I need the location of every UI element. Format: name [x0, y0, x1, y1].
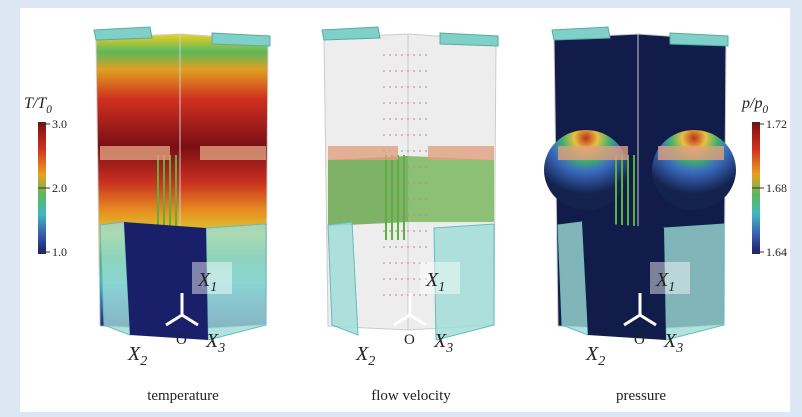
colorbar-tick-label: 1.68	[766, 181, 787, 195]
colorbar-tick-label: 3.0	[52, 117, 67, 131]
origin-label: O	[634, 332, 645, 348]
heater-band	[658, 146, 724, 160]
label-box	[420, 262, 460, 294]
axis-label-x3-main: X	[433, 330, 447, 352]
heater-band	[100, 146, 170, 160]
panel-caption: flow velocity	[371, 388, 451, 404]
axis-label-x1-sub: 1	[668, 280, 675, 295]
origin-label: O	[176, 332, 187, 348]
heater-band	[558, 146, 628, 160]
axis-label-x2-sub: 2	[598, 354, 605, 369]
colorbar-title: p/p0	[741, 95, 768, 116]
colorbar-tick-label: 1.64	[766, 245, 787, 259]
axis-label-x1: X1	[655, 269, 675, 295]
colorbar-title-sub: 0	[46, 104, 52, 116]
panel-caption: pressure	[616, 388, 666, 404]
axis-label-x2-sub: 2	[368, 354, 375, 369]
colorbar-title-main: p/p	[741, 95, 762, 112]
lower-block	[433, 223, 495, 341]
heater-band	[328, 146, 398, 160]
axis-arrow	[393, 313, 411, 327]
axis-label-x1: X1	[197, 269, 217, 295]
axis-label-x3-sub: 3	[445, 341, 453, 356]
axis-arrow	[639, 313, 657, 327]
colorbar-title: T/T0	[24, 95, 52, 116]
axis-label-x2-main: X	[355, 343, 369, 365]
axis-label-x3-main: X	[205, 330, 219, 352]
cold-region	[124, 222, 208, 340]
axis-arrow	[181, 313, 199, 327]
colorbar-tick-label: 1.72	[766, 117, 787, 131]
origin-label: O	[404, 332, 415, 348]
pressure-hotspot	[652, 130, 736, 210]
colorbar-title-main: T/T	[24, 95, 47, 112]
axis-arrow	[165, 313, 183, 327]
colorbars: T/T03.02.01.0p/p01.721.681.64	[24, 95, 787, 259]
colorbar-tick-label: 2.0	[52, 181, 67, 195]
axis-label-x3: X3	[205, 330, 225, 356]
heater-band	[200, 146, 266, 160]
heater-band	[428, 146, 494, 160]
axis-arrow	[409, 313, 427, 327]
top-cap	[321, 26, 381, 41]
axis-label-x2: X2	[355, 343, 375, 369]
axis-label-x1-main: X	[425, 269, 439, 291]
colorbar-tick-label: 1.0	[52, 245, 67, 259]
axis-label-x1: X1	[425, 269, 445, 295]
axis-label-x1-main: X	[197, 269, 211, 291]
panel-caption: temperature	[147, 388, 219, 404]
green-region	[328, 156, 408, 226]
axis-label-x3-main: X	[663, 330, 677, 352]
axis-label-x1-sub: 1	[210, 280, 217, 295]
lower-block	[327, 221, 359, 336]
cold-region	[582, 222, 666, 340]
label-box	[192, 262, 232, 294]
top-cap	[93, 26, 153, 41]
axis-label-x2-main: X	[585, 343, 599, 365]
axis-label-x2-sub: 2	[140, 354, 147, 369]
axis-label-x3-sub: 3	[217, 341, 225, 356]
axis-label-x2: X2	[127, 343, 147, 369]
axis-label-x2-main: X	[127, 343, 141, 365]
green-region	[408, 156, 494, 222]
axis-label-x1-main: X	[655, 269, 669, 291]
top-cap	[439, 32, 499, 47]
top-cap	[669, 32, 729, 47]
axis-label-x3: X3	[433, 330, 453, 356]
top-cap	[211, 32, 271, 47]
label-box	[650, 262, 690, 294]
colorbar-title-sub: 0	[762, 104, 768, 116]
axis-arrow	[623, 313, 641, 327]
axis-label-x3: X3	[663, 330, 683, 356]
axis-label-x2: X2	[585, 343, 605, 369]
axis-label-x1-sub: 1	[438, 280, 445, 295]
axis-label-x3-sub: 3	[675, 341, 683, 356]
top-cap	[551, 26, 611, 41]
